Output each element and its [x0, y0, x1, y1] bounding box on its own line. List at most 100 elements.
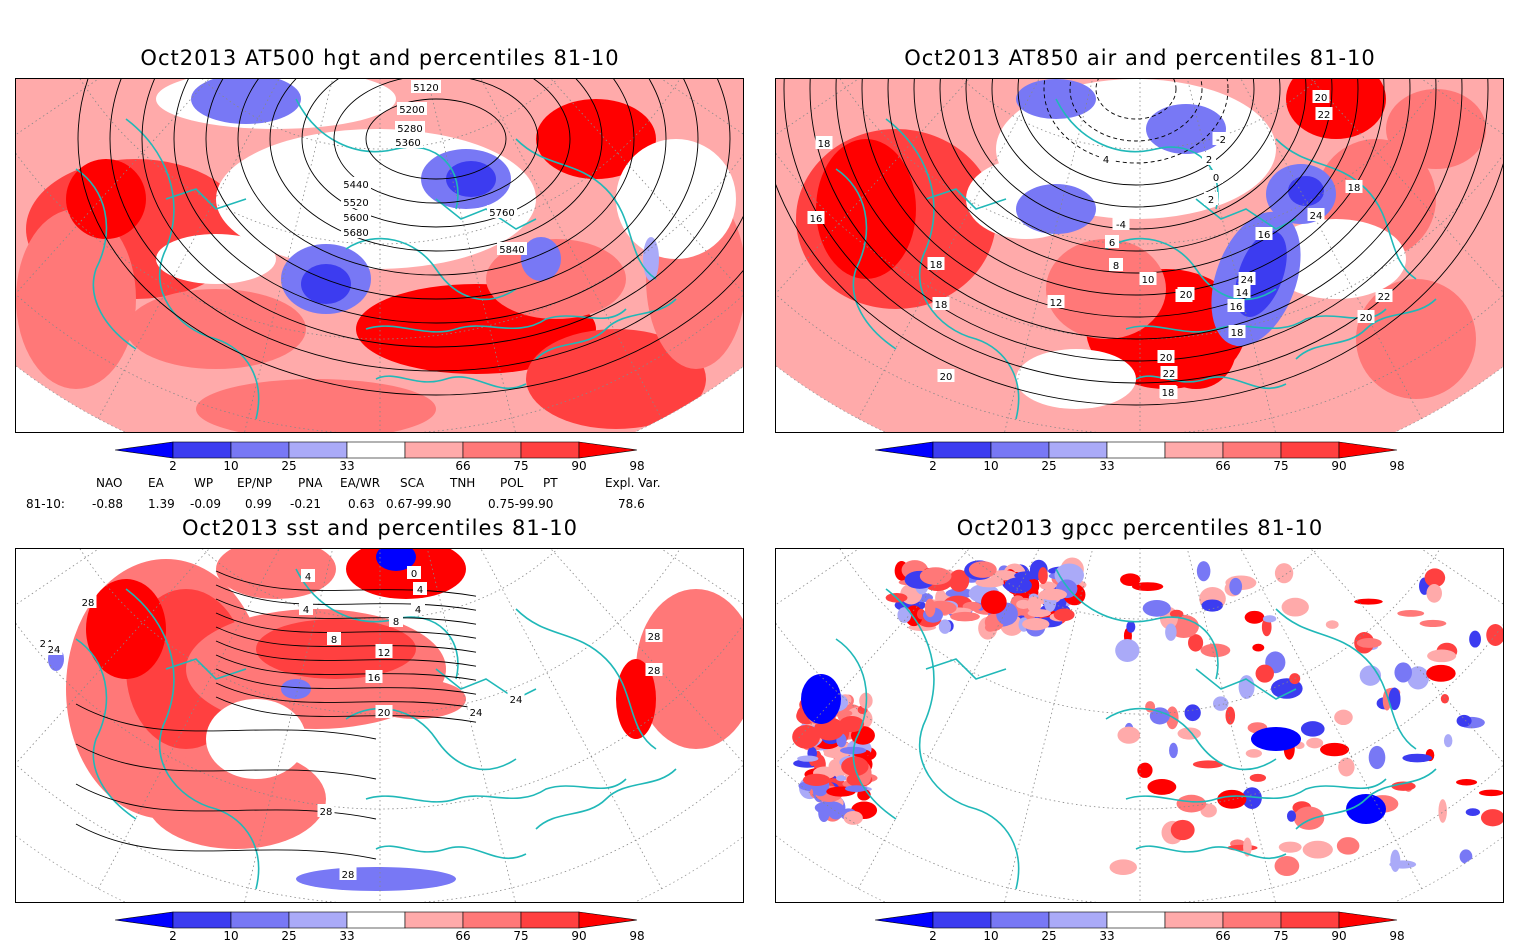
svg-text:20: 20	[940, 372, 953, 383]
anomaly-shading	[616, 139, 736, 259]
contour-label: 5120	[411, 80, 441, 94]
contour-line	[887, 79, 1385, 296]
anomaly-shading	[156, 234, 276, 284]
precip-anomaly-cell	[843, 810, 863, 825]
svg-text:5200: 5200	[399, 105, 424, 116]
precip-anomaly-cell	[1039, 588, 1068, 601]
colorbar-segment	[1280, 441, 1340, 459]
coastline	[75, 638, 137, 820]
precip-anomaly-cell	[1022, 617, 1050, 631]
colorbar-segment	[990, 911, 1050, 929]
colorbar-tick-label: 75	[1273, 929, 1288, 940]
contour-label: 0	[1209, 170, 1223, 184]
coastline	[515, 608, 657, 750]
coastline	[165, 188, 247, 210]
colorbar-segment	[520, 441, 580, 459]
precip-anomaly-cell	[1440, 694, 1449, 704]
colorbar-segment	[404, 911, 464, 929]
colorbar-segment	[1280, 911, 1340, 929]
colorbar-arrow-low	[115, 441, 174, 459]
contour-line	[75, 703, 377, 740]
precip-anomaly-cell	[989, 570, 1018, 581]
longitude-gridline	[16, 79, 381, 336]
precip-anomaly-cell	[1388, 687, 1401, 711]
svg-text:18: 18	[818, 139, 831, 150]
colorbar-segment	[932, 911, 992, 929]
colorbar-tick-label: 25	[281, 929, 296, 940]
colorbar-segment	[404, 441, 464, 459]
contour-line	[1017, 79, 1255, 186]
coastline	[165, 658, 247, 680]
colorbar-segment	[288, 911, 348, 929]
coastline	[925, 188, 1007, 210]
precip-anomaly-cell	[1131, 582, 1164, 592]
precip-anomaly-cell	[1480, 809, 1503, 827]
precip-anomaly-cell	[1426, 664, 1456, 682]
contour-label: 24	[467, 705, 485, 719]
contour-label: 16	[1255, 227, 1273, 241]
longitude-gridline	[857, 79, 1141, 419]
contour-label: 5360	[393, 135, 423, 149]
anomaly-shading	[1356, 279, 1476, 399]
precip-anomaly-cell	[1252, 643, 1265, 652]
precip-anomaly-cell	[1325, 620, 1339, 629]
colorbar-tick-label: 33	[339, 459, 354, 473]
coastline	[125, 118, 260, 420]
svg-text:4: 4	[305, 572, 311, 583]
contour-label: 4	[301, 569, 315, 583]
contour-line	[333, 79, 539, 204]
colorbar-segment	[1106, 441, 1166, 459]
precip-anomaly-cell	[1424, 568, 1446, 588]
precip-anomaly-cell	[1196, 561, 1211, 582]
contour-label: 5680	[341, 225, 371, 239]
map-panel-tr: 202218161818-22042-468101214162414161820…	[775, 78, 1504, 433]
contour-label: 28	[79, 595, 97, 609]
coastline	[1105, 707, 1277, 771]
index-header: PNA	[298, 476, 323, 490]
contour-label: 20	[1312, 90, 1330, 104]
precip-anomaly-cell	[1389, 860, 1417, 869]
anomaly-shading	[376, 549, 416, 571]
precip-anomaly-cell	[1262, 615, 1277, 623]
contour-label: 22	[1160, 366, 1178, 380]
svg-text:5120: 5120	[413, 83, 438, 94]
precip-anomaly-cell	[1456, 714, 1472, 727]
svg-text:16: 16	[368, 673, 381, 684]
contour-label: 18	[927, 257, 945, 271]
map-svg-bl: 282440448481212161620242428282428282016	[16, 549, 743, 902]
anomaly-shading	[86, 579, 166, 679]
contour-line	[215, 598, 477, 625]
svg-text:-4: -4	[1116, 220, 1126, 231]
precip-anomaly-cell	[823, 750, 847, 758]
anomaly-shading	[816, 139, 916, 279]
colorbar-br: 2 10 25 33 66 75 90 98	[875, 911, 1405, 940]
precip-anomaly-cell	[1274, 855, 1300, 877]
svg-text:22: 22	[1378, 292, 1391, 303]
coastline	[375, 845, 527, 860]
contour-label: 5840	[497, 242, 527, 256]
colorbar-tick-label: 66	[455, 929, 470, 940]
colorbar-segment	[172, 441, 232, 459]
precip-anomaly-cell	[1354, 598, 1383, 605]
contour-label: -4	[1112, 217, 1130, 231]
colorbar-tick-label: 2	[169, 459, 177, 473]
anomaly-shading	[1046, 239, 1166, 339]
coastline	[365, 778, 627, 803]
coastline	[345, 707, 517, 771]
precip-anomaly-cell	[1397, 609, 1425, 617]
contour-line	[215, 640, 477, 667]
svg-text:28: 28	[648, 632, 661, 643]
colorbar-segment	[990, 441, 1050, 459]
colorbar-bl: 2 10 25 33 66 75 90 98	[115, 911, 645, 940]
precip-anomaly-cell	[945, 588, 975, 599]
colorbar-tick-label: 66	[455, 459, 470, 473]
anomaly-shading	[281, 679, 311, 699]
colorbar-tick-label: 10	[223, 459, 238, 473]
svg-text:24: 24	[1310, 211, 1323, 222]
index-value: -0.88	[92, 497, 124, 511]
colorbar-segment	[1164, 911, 1224, 929]
contour-line	[1043, 79, 1229, 164]
precip-anomaly-cell	[797, 755, 819, 762]
coastline	[835, 638, 897, 820]
precip-anomaly-cell	[1243, 837, 1252, 857]
